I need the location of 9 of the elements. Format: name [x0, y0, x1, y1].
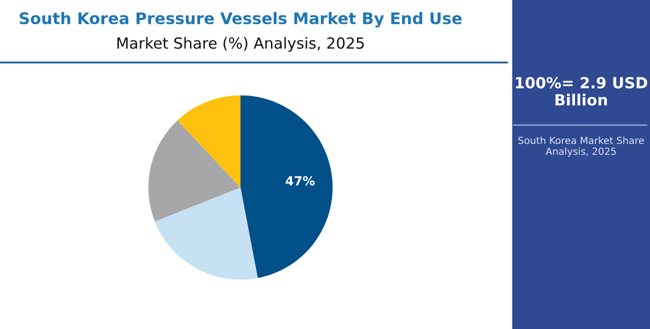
pie-slice [148, 120, 240, 222]
data-label: 47% [286, 176, 315, 186]
text: South Korea Market Share Analysis, 2025 [518, 136, 644, 157]
chart-title: South Korea Pressure Vessels Market By End Use [20, 12, 462, 28]
pie-slice [154, 188, 258, 280]
text: 100%= 2.9 USD Billion [516, 76, 648, 106]
pie-slice [240, 95, 333, 278]
pie-slice [177, 95, 240, 188]
chart-subtitle: Market Share (%) Analysis, 2025 [117, 37, 364, 52]
